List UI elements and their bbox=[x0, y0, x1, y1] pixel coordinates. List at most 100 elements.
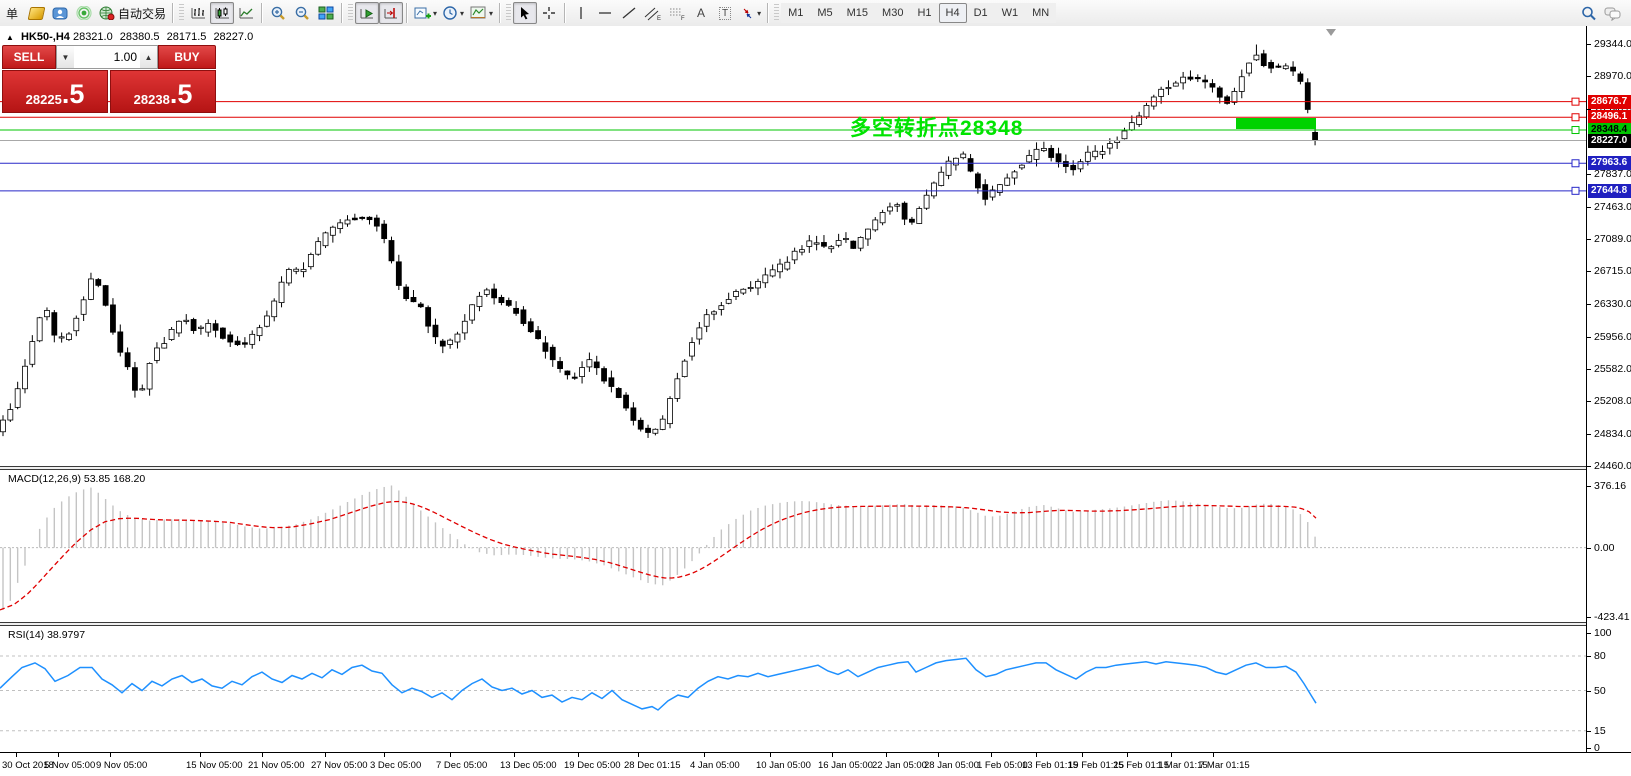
fibonacci-button[interactable]: F bbox=[665, 2, 689, 24]
time-axis-tick bbox=[1036, 753, 1037, 757]
tile-windows-button[interactable] bbox=[314, 2, 338, 24]
time-axis-label: 10 Jan 05:00 bbox=[756, 760, 811, 771]
rsi-label: RSI(14) 38.9797 bbox=[8, 629, 86, 641]
rsi-axis-tick bbox=[1587, 730, 1591, 732]
level-line-handle[interactable] bbox=[1571, 159, 1580, 168]
price-axis-tick bbox=[1587, 401, 1591, 403]
time-axis[interactable]: 30 Oct 2018 5 Nov 05:00 9 Nov 05:00 15 Nov … bbox=[0, 752, 1631, 776]
main-chart-pane[interactable]: ▲ HK50-,H4 28321.0 28380.5 28171.5 28227… bbox=[0, 26, 1586, 466]
price-axis-label: 27463.0 bbox=[1594, 200, 1631, 213]
new-order-button[interactable]: 单 bbox=[0, 2, 24, 24]
pane-splitter[interactable] bbox=[0, 466, 1631, 470]
toolbar: 单 自动交易 bbox=[0, 0, 1631, 27]
panel-collapse-icon[interactable]: ▲ bbox=[6, 33, 14, 42]
time-axis-tick bbox=[578, 753, 579, 757]
toolbar-separator bbox=[499, 3, 502, 23]
price-tag: 27963.6 bbox=[1588, 156, 1631, 171]
price-axis-label: 29344.0 bbox=[1594, 38, 1631, 50]
tile-windows-icon bbox=[318, 6, 334, 20]
chart-line-button[interactable] bbox=[234, 2, 258, 24]
sell-button[interactable]: SELL bbox=[2, 45, 56, 69]
timeframe-d1[interactable]: D1 bbox=[966, 3, 995, 23]
timeframe-m5[interactable]: M5 bbox=[810, 3, 840, 23]
arrows-button[interactable]: ▾ bbox=[737, 2, 764, 24]
zoom-out-button[interactable] bbox=[290, 2, 314, 24]
time-axis-tick bbox=[384, 753, 385, 757]
community-icon[interactable] bbox=[48, 2, 72, 24]
metaquotes-icon[interactable] bbox=[24, 2, 48, 24]
trendline-button[interactable] bbox=[617, 2, 641, 24]
time-axis-tick bbox=[938, 753, 939, 757]
price-tag: 28496.1 bbox=[1588, 110, 1631, 125]
volume-increase-button[interactable]: ▲ bbox=[140, 46, 157, 68]
periods-button[interactable]: ▾ bbox=[440, 2, 467, 24]
level-line-handle[interactable] bbox=[1571, 113, 1580, 122]
price-axis-tick bbox=[1587, 369, 1591, 371]
timeframe-m15[interactable]: M15 bbox=[839, 3, 876, 23]
timeframe-m30[interactable]: M30 bbox=[875, 3, 911, 23]
search-button[interactable] bbox=[1577, 2, 1601, 24]
price-axis-tick bbox=[1587, 44, 1591, 45]
symbol-name: HK50-,H4 bbox=[20, 31, 70, 43]
time-axis-label: 4 Jan 05:00 bbox=[690, 760, 740, 771]
text-label-icon: T bbox=[719, 6, 732, 20]
dropdown-arrow-icon: ▾ bbox=[460, 8, 465, 18]
macd-axis-label: -423.41 bbox=[1594, 611, 1630, 623]
rsi-axis-label: 15 bbox=[1594, 724, 1606, 737]
time-axis-tick bbox=[832, 753, 833, 757]
vertical-line-button[interactable] bbox=[569, 2, 593, 24]
price-scale[interactable]: 29344.028970.028596.027837.027463.027089… bbox=[1586, 26, 1631, 754]
level-line-handle[interactable] bbox=[1571, 186, 1580, 195]
ohlc-close: 28227.0 bbox=[213, 31, 254, 43]
svg-text:F: F bbox=[681, 16, 685, 21]
chat-button[interactable] bbox=[1601, 2, 1625, 24]
text-label-button[interactable]: T bbox=[713, 2, 737, 24]
sell-price[interactable]: 28225.5 bbox=[2, 70, 108, 113]
price-axis-label: 25582.0 bbox=[1594, 363, 1631, 376]
autotrade-button[interactable]: 自动交易 bbox=[96, 2, 169, 24]
chart-candles-button[interactable] bbox=[210, 2, 235, 24]
time-axis-label: 27 Nov 05:00 bbox=[311, 760, 368, 771]
ohlc-open: 28321.0 bbox=[72, 31, 113, 43]
rsi-axis-tick bbox=[1587, 656, 1591, 657]
pane-splitter[interactable] bbox=[0, 622, 1631, 626]
timeframe-mn[interactable]: MN bbox=[1025, 3, 1057, 23]
channel-button[interactable]: E bbox=[641, 2, 665, 24]
timeframe-w1[interactable]: W1 bbox=[994, 3, 1026, 23]
buy-button[interactable]: BUY bbox=[158, 45, 216, 69]
crosshair-button[interactable] bbox=[537, 2, 561, 24]
chart-bars-button[interactable] bbox=[186, 2, 210, 24]
auto-scroll-button[interactable] bbox=[355, 2, 380, 24]
text-button[interactable]: A bbox=[689, 2, 713, 24]
chart-bars-icon bbox=[191, 8, 206, 19]
rsi-axis-label: 50 bbox=[1594, 684, 1606, 697]
templates-button[interactable]: ▾ bbox=[467, 2, 496, 24]
zoom-in-button[interactable] bbox=[266, 2, 290, 24]
volume-input[interactable] bbox=[74, 46, 140, 68]
level-line-handle[interactable] bbox=[1571, 97, 1580, 106]
time-axis-tick bbox=[200, 753, 201, 757]
time-axis-label: 9 Nov 05:00 bbox=[96, 760, 148, 771]
rsi-pane[interactable]: RSI(14) 38.9797 bbox=[0, 626, 1586, 752]
add-indicator-button[interactable]: ▾ bbox=[411, 2, 440, 24]
macd-pane[interactable]: MACD(12,26,9) 53.85 168.20 bbox=[0, 470, 1586, 622]
signals-icon[interactable] bbox=[72, 2, 96, 24]
timeframe-h4[interactable]: H4 bbox=[938, 3, 967, 23]
timeframe-h1[interactable]: H1 bbox=[910, 3, 939, 23]
chart-shift-button[interactable] bbox=[379, 2, 404, 24]
chart-annotation-text[interactable]: 多空转折点28348 bbox=[850, 117, 1024, 140]
gold-box-icon bbox=[27, 6, 45, 20]
horizontal-line-button[interactable] bbox=[593, 2, 617, 24]
chart-shift-marker[interactable] bbox=[1326, 29, 1336, 36]
ohlc-low: 28171.5 bbox=[166, 31, 207, 43]
highlight-bar[interactable] bbox=[1236, 118, 1316, 129]
vertical-line-icon bbox=[580, 7, 582, 19]
macd-axis-tick bbox=[1587, 486, 1591, 487]
volume-decrease-button[interactable]: ▼ bbox=[57, 46, 74, 68]
buy-price[interactable]: 28238.5 bbox=[110, 70, 216, 113]
cursor-button[interactable] bbox=[513, 2, 538, 24]
level-line-handle[interactable] bbox=[1571, 126, 1580, 135]
timeframe-m1[interactable]: M1 bbox=[781, 3, 811, 23]
fibonacci-icon: F bbox=[670, 8, 685, 21]
